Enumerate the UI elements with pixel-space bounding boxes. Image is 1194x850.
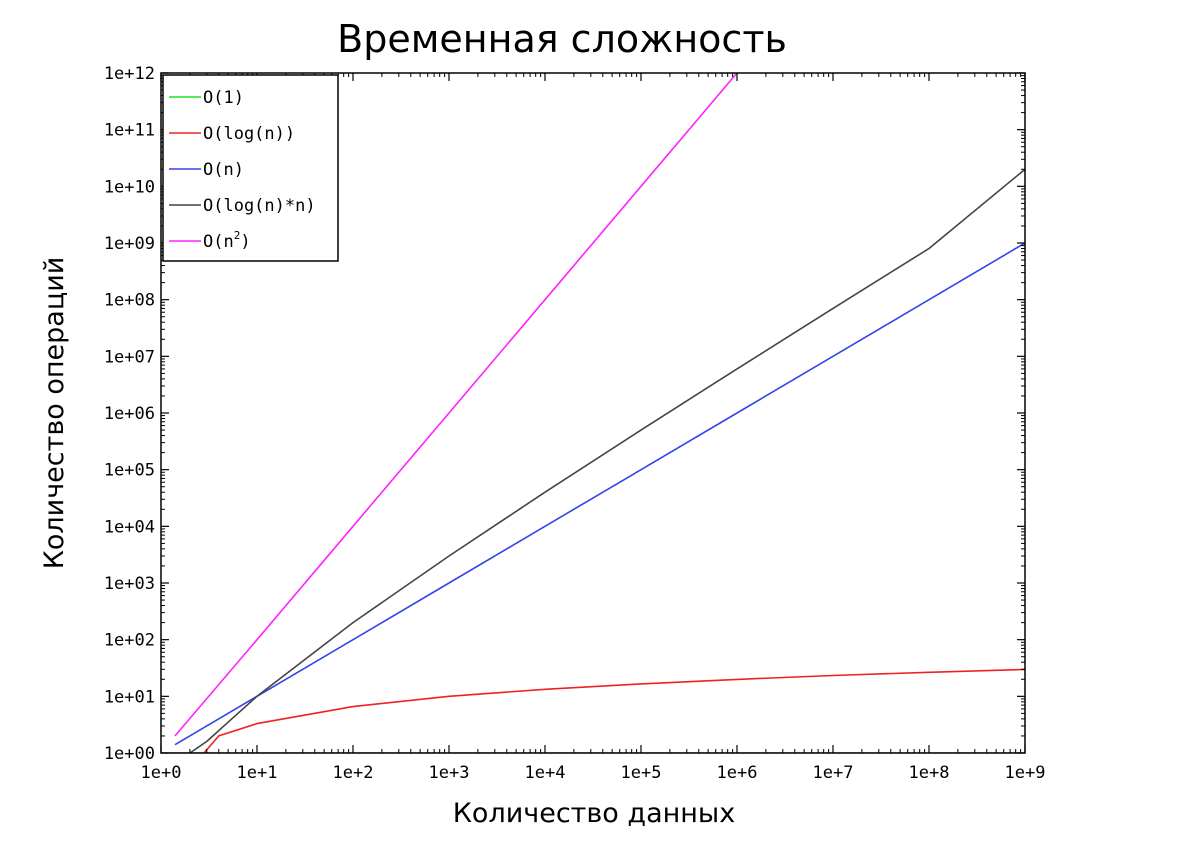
- y-tick-label: 1e+07: [104, 347, 155, 367]
- legend-box: [162, 74, 339, 262]
- legend-entry-o-1: O(1): [203, 88, 244, 108]
- legend-text-base: O(n: [203, 232, 234, 252]
- legend-entry-o-log-n-n: O(log(n)*n): [203, 196, 316, 216]
- y-tick-label: 1e+10: [104, 177, 155, 197]
- y-tick-label: 1e+04: [104, 517, 155, 537]
- x-tick-label: 1e+5: [621, 763, 662, 783]
- series-line-o-n2: [174, 73, 738, 737]
- x-tick-label: 1e+1: [237, 763, 278, 783]
- y-tick-label: 1e+03: [104, 574, 155, 594]
- series-line-o-n: [174, 242, 1025, 746]
- y-tick-label: 1e+11: [104, 121, 155, 141]
- x-tick-label: 1e+7: [813, 763, 854, 783]
- x-tick-label: 1e+9: [1005, 763, 1046, 783]
- x-tick-label: 1e+3: [429, 763, 470, 783]
- legend-entry-o-log-n: O(log(n)): [203, 124, 295, 144]
- y-tick-label: 1e+06: [104, 404, 155, 424]
- x-tick-label: 1e+0: [141, 763, 182, 783]
- legend-entry-o-n2: O(n2): [203, 229, 251, 252]
- y-tick-label: 1e+12: [104, 64, 155, 84]
- x-tick-label: 1e+8: [909, 763, 950, 783]
- y-tick-label: 1e+05: [104, 461, 155, 481]
- series-group: [161, 73, 1025, 753]
- legend-entry-o-n: O(n): [203, 160, 244, 180]
- series-line-o-log-n-n: [189, 168, 1025, 753]
- x-tick-label: 1e+6: [717, 763, 758, 783]
- legend-text-superscript: 2: [234, 229, 241, 242]
- legend: O(1) O(log(n)) O(n) O(log(n)*n) O(n2): [162, 74, 339, 262]
- chart-title: Временная сложность: [337, 17, 787, 61]
- x-tick-label: 1e+2: [333, 763, 374, 783]
- y-tick-label: 1e+01: [104, 687, 155, 707]
- y-tick-label: 1e+02: [104, 631, 155, 651]
- x-tick-label: 1e+4: [525, 763, 566, 783]
- y-tick-label: 1e+08: [104, 291, 155, 311]
- legend-text-tail: ): [240, 232, 250, 252]
- tick-layer: 1e+0 1e+1 1e+2 1e+3 1e+4 1e+5 1e+6 1e+7 1e+8 1e+9…: [104, 64, 1046, 783]
- x-axis-label: Количество данных: [453, 798, 735, 829]
- y-axis-label: Количество операций: [39, 257, 70, 570]
- series-line-o-log-n: [203, 668, 1025, 753]
- y-tick-label: 1e+09: [104, 234, 155, 254]
- y-tick-label: 1e+00: [104, 744, 155, 764]
